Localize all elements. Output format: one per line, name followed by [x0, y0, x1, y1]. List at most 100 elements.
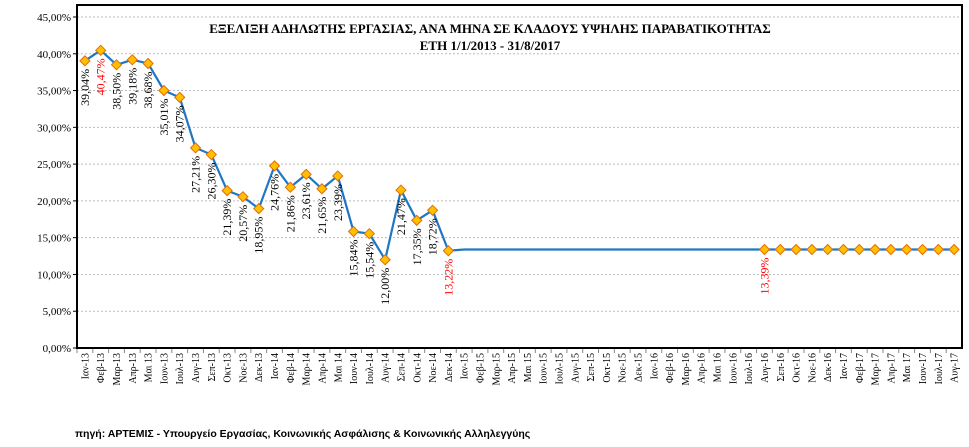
y-tick-label: 20,00% — [37, 196, 71, 208]
x-tick-label: Φεβ-15 — [475, 353, 486, 383]
x-tick-label: Αυγ-17 — [950, 353, 961, 383]
x-tick-label: Απρ-16 — [697, 353, 708, 384]
x-tick-label: Απρ-17 — [886, 353, 897, 384]
data-point — [79, 55, 91, 67]
x-tick-label: Μαι 14 — [333, 353, 344, 382]
x-tick-label: Φεβ-17 — [855, 353, 866, 383]
data-point — [363, 227, 376, 240]
x-tick-label: Μαι 15 — [523, 353, 534, 382]
data-point — [205, 148, 218, 161]
data-point — [110, 59, 123, 71]
line-chart: 0,00% 5,00% 10,00% 15,00% 20,00% 25,00% 30,00%… — [37, 4, 963, 385]
y-tick-label: 15,00% — [37, 233, 71, 245]
data-label: 20,57% — [236, 205, 250, 242]
data-label: 40,47% — [94, 58, 108, 95]
y-tick-label: 5,00% — [43, 306, 71, 318]
x-tick-label: Αυγ-13 — [191, 353, 202, 383]
data-point — [174, 91, 186, 104]
x-tick-label: Οκτ-16 — [792, 353, 803, 383]
y-tick-label: 25,00% — [37, 159, 71, 171]
x-tick-label: Νοε-15 — [618, 353, 629, 383]
x-tick-label: Αυγ-15 — [570, 353, 581, 383]
y-tick-label: 10,00% — [37, 269, 71, 281]
data-point — [189, 142, 202, 154]
x-tick-label: Απρ-13 — [128, 353, 139, 384]
x-tick-label: Μαρ-17 — [871, 353, 882, 385]
x-tick-label: Ιουλ-14 — [365, 353, 376, 384]
x-tick-label: Ιαν-15 — [460, 353, 471, 379]
data-label: 13,39% — [757, 258, 771, 295]
x-tick-label: Νοε-16 — [807, 353, 818, 383]
x-tick-label: Αυγ-14 — [381, 353, 392, 383]
data-label: 21,47% — [394, 198, 408, 235]
x-tick-label: Φεβ-16 — [665, 353, 676, 383]
data-label: 27,21% — [189, 156, 203, 193]
data-label: 24,76% — [268, 174, 282, 211]
x-tick-label: Μαρ-16 — [681, 353, 692, 385]
data-point — [885, 243, 897, 256]
data-point — [853, 243, 865, 256]
data-label: 15,84% — [347, 239, 361, 276]
data-point — [806, 243, 818, 256]
x-tick-label: Ιαν-13 — [80, 353, 91, 379]
y-tick-label: 0,00% — [43, 343, 71, 355]
plot-border — [76, 4, 963, 349]
x-tick-label: Νοε-14 — [428, 353, 439, 383]
x-tick-label: Σεπ-14 — [396, 353, 407, 381]
data-label: 26,30% — [204, 163, 218, 200]
y-tick-label: 30,00% — [37, 122, 71, 134]
x-tick-label: Φεβ-13 — [96, 353, 107, 383]
data-label: 13,22% — [441, 259, 455, 296]
chart-title: ΕΞΕΛΙΞΗ ΑΔΗΛΩΤΗΣ ΕΡΓΑΣΙΑΣ, ΑΝΑ ΜΗΝΑ ΣΕ Κ… — [209, 21, 771, 36]
data-label: 15,54% — [362, 242, 376, 279]
data-point — [395, 184, 407, 196]
x-tick-label: Απρ-14 — [317, 353, 328, 384]
data-point — [900, 243, 913, 256]
x-tick-label: Δεκ-13 — [254, 353, 265, 382]
x-tick-label: Οκτ-13 — [223, 353, 234, 383]
x-tick-label: Σεπ-15 — [586, 353, 597, 381]
x-tick-label: Ιουν-17 — [918, 353, 929, 384]
data-label: 38,50% — [110, 73, 124, 110]
x-tick-label: Απρ-15 — [507, 353, 518, 384]
x-tick-label: Μαρ-14 — [302, 353, 313, 385]
x-tick-label: Οκτ-14 — [412, 353, 423, 383]
data-label: 18,72% — [426, 218, 440, 255]
data-point — [758, 243, 771, 256]
x-tick-label: Μαι 17 — [902, 353, 913, 382]
data-label: 39,04% — [78, 69, 92, 106]
data-point — [869, 243, 881, 256]
x-tick-label: Φεβ-14 — [286, 353, 297, 383]
x-tick-label: Δεκ-16 — [823, 353, 834, 382]
x-tick-label: Ιουν-14 — [349, 353, 360, 384]
x-tick-label: Μαρ-15 — [491, 353, 502, 385]
x-tick-label: Ιουλ-17 — [934, 353, 945, 384]
y-tick-label: 40,00% — [37, 49, 71, 61]
x-tick-label: Μαι 13 — [144, 353, 155, 382]
x-tick-label: Ιουλ-15 — [555, 353, 566, 384]
data-point — [932, 243, 945, 256]
data-point — [268, 160, 281, 172]
data-label: 12,00% — [378, 268, 392, 305]
data-point — [300, 168, 312, 181]
data-point — [221, 184, 233, 197]
x-tick-label: Μαρ-13 — [112, 353, 123, 385]
x-tick-label: Σεπ-16 — [776, 353, 787, 381]
data-point — [821, 243, 834, 256]
data-label: 21,39% — [220, 199, 234, 236]
data-point — [948, 243, 960, 256]
x-tick-label: Σεπ-13 — [207, 353, 218, 381]
data-label: 38,68% — [141, 71, 155, 108]
x-tick-label: Ιουν-13 — [159, 353, 170, 384]
data-point — [316, 183, 328, 195]
data-label: 35,01% — [157, 98, 171, 135]
x-tick-label: Μαι 16 — [713, 353, 724, 382]
x-tick-label: Ιουλ-13 — [175, 353, 186, 384]
data-point — [379, 254, 391, 266]
x-tick-label: Οκτ-15 — [602, 353, 613, 383]
data-point — [284, 181, 297, 193]
data-label: 21,86% — [283, 195, 297, 232]
data-point — [126, 54, 139, 66]
x-tick-label: Ιαν-17 — [839, 353, 850, 379]
data-point — [142, 57, 154, 70]
